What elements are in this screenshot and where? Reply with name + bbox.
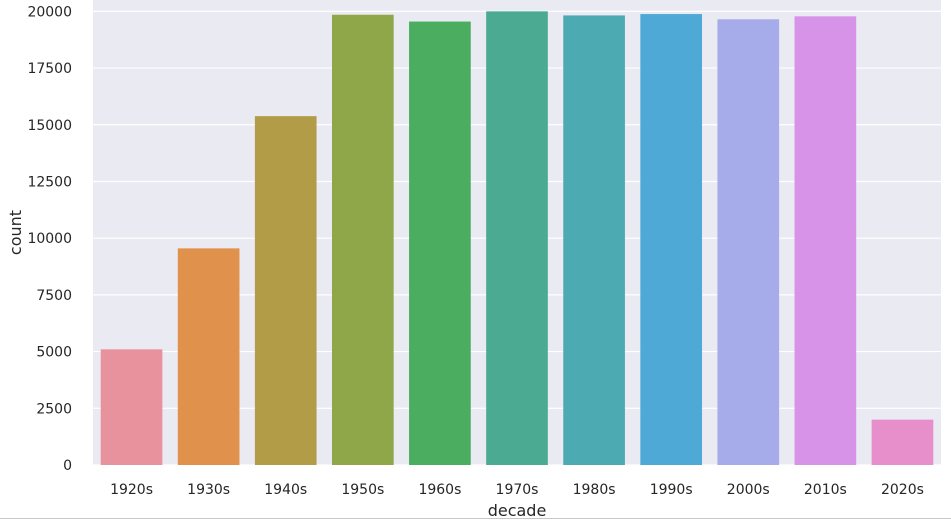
bar-1960s	[409, 21, 471, 466]
bar-2020s	[871, 419, 934, 465]
y-tick-label: 17500	[27, 61, 72, 77]
x-tick-label: 2010s	[804, 482, 847, 498]
y-tick-label: 20000	[27, 4, 72, 20]
x-axis-ticks: 1920s 1930s 1940s 1950s 1960s 1970s 1980s 1990s…	[110, 482, 924, 498]
y-tick-label: 12500	[27, 174, 72, 190]
y-tick-label: 2500	[36, 401, 72, 417]
y-tick-label: 10000	[27, 231, 72, 247]
bar-2010s	[794, 16, 857, 466]
bars	[100, 11, 934, 466]
bar-1970s	[486, 11, 548, 466]
x-tick-label: 1970s	[496, 482, 539, 498]
x-tick-label: 2000s	[727, 482, 770, 498]
x-tick-label: 1960s	[418, 482, 461, 498]
y-tick-label: 5000	[36, 345, 72, 361]
x-tick-label: 1920s	[110, 482, 153, 498]
y-axis-label: count	[6, 210, 25, 255]
bar-1920s	[100, 349, 163, 465]
bar-1930s	[177, 248, 240, 465]
x-tick-label: 1990s	[650, 482, 693, 498]
bar-1940s	[254, 116, 317, 465]
x-tick-label: 1980s	[573, 482, 616, 498]
x-tick-label: 1930s	[187, 482, 230, 498]
y-tick-label: 0	[63, 458, 72, 474]
y-tick-label: 15000	[27, 118, 72, 134]
bar-1980s	[563, 15, 625, 466]
x-tick-label: 1940s	[264, 482, 307, 498]
x-tick-label: 1950s	[341, 482, 384, 498]
y-tick-label: 7500	[36, 288, 72, 304]
y-axis-ticks: 0 2500 5000 7500 10000 12500 15000 17500 20000	[27, 4, 72, 474]
bar-1950s	[331, 14, 394, 466]
x-axis-label: decade	[488, 501, 547, 519]
bar-1990s	[640, 14, 703, 465]
x-tick-label: 2020s	[881, 482, 924, 498]
bar-2000s	[717, 19, 780, 465]
